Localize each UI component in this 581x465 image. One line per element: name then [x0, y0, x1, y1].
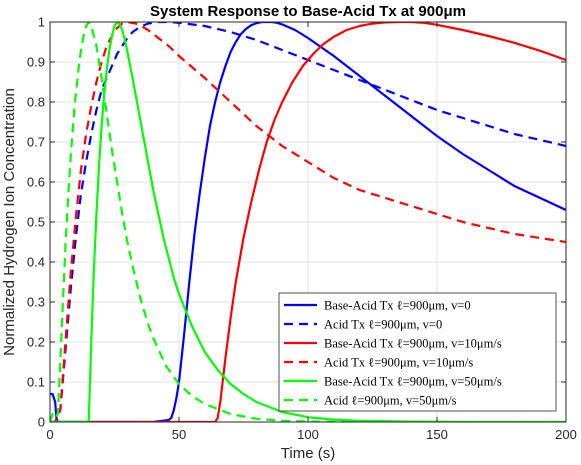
chart-title: System Response to Base-Acid Tx at 900μm: [150, 3, 466, 20]
legend-entry-label: Acid Tx ℓ=900μm, v=10μm/s: [324, 356, 473, 370]
legend-entry-label: Base-Acid Tx ℓ=900μm, v=10μm/s: [324, 337, 502, 351]
y-tick-label: 0.5: [27, 215, 45, 230]
y-tick-label: 0.1: [27, 375, 45, 390]
x-tick-label: 100: [297, 427, 319, 442]
series-line-5: [50, 22, 566, 422]
x-tick-label: 150: [426, 427, 448, 442]
series-line-2: [50, 22, 566, 422]
y-tick-label: 0: [38, 415, 45, 430]
legend-entry-label: Base-Acid Tx ℓ=900μm, v=50μm/s: [324, 375, 502, 389]
legend-box: [278, 292, 557, 412]
x-axis-label: Time (s): [281, 445, 335, 462]
y-tick-label: 0.9: [27, 55, 45, 70]
y-tick-label: 0.3: [27, 295, 45, 310]
y-tick-label: 1: [38, 15, 45, 30]
legend-entry-label: Acid ℓ=900μm, v=50μm/s: [324, 394, 457, 408]
y-axis-label: Normalized Hydrogen Ion Concentration: [1, 88, 18, 356]
legend-entry-label: Base-Acid Tx ℓ=900μm, v=0: [324, 299, 471, 313]
legend: Base-Acid Tx ℓ=900μm, v=0 Acid Tx ℓ=900μm…: [278, 292, 557, 412]
series-line-6: [50, 22, 566, 422]
legend-entry-label: Acid Tx ℓ=900μm, v=0: [324, 318, 442, 332]
series-line-1: [50, 22, 566, 422]
y-tick-label: 0.8: [27, 95, 45, 110]
x-axis-ticks: 0 50 100 150 200: [46, 22, 577, 442]
x-tick-label: 0: [46, 427, 53, 442]
y-axis-ticks: 0 0.1 0.2 0.3 0.4 0.5 0.6 0.7 0.8 0.9 1: [27, 15, 566, 430]
series-line-4: [50, 22, 566, 422]
y-tick-label: 0.4: [27, 255, 45, 270]
y-tick-label: 0.7: [27, 135, 45, 150]
y-tick-label: 0.6: [27, 175, 45, 190]
y-tick-label: 0.2: [27, 335, 45, 350]
x-tick-label: 50: [172, 427, 186, 442]
x-tick-label: 200: [555, 427, 577, 442]
